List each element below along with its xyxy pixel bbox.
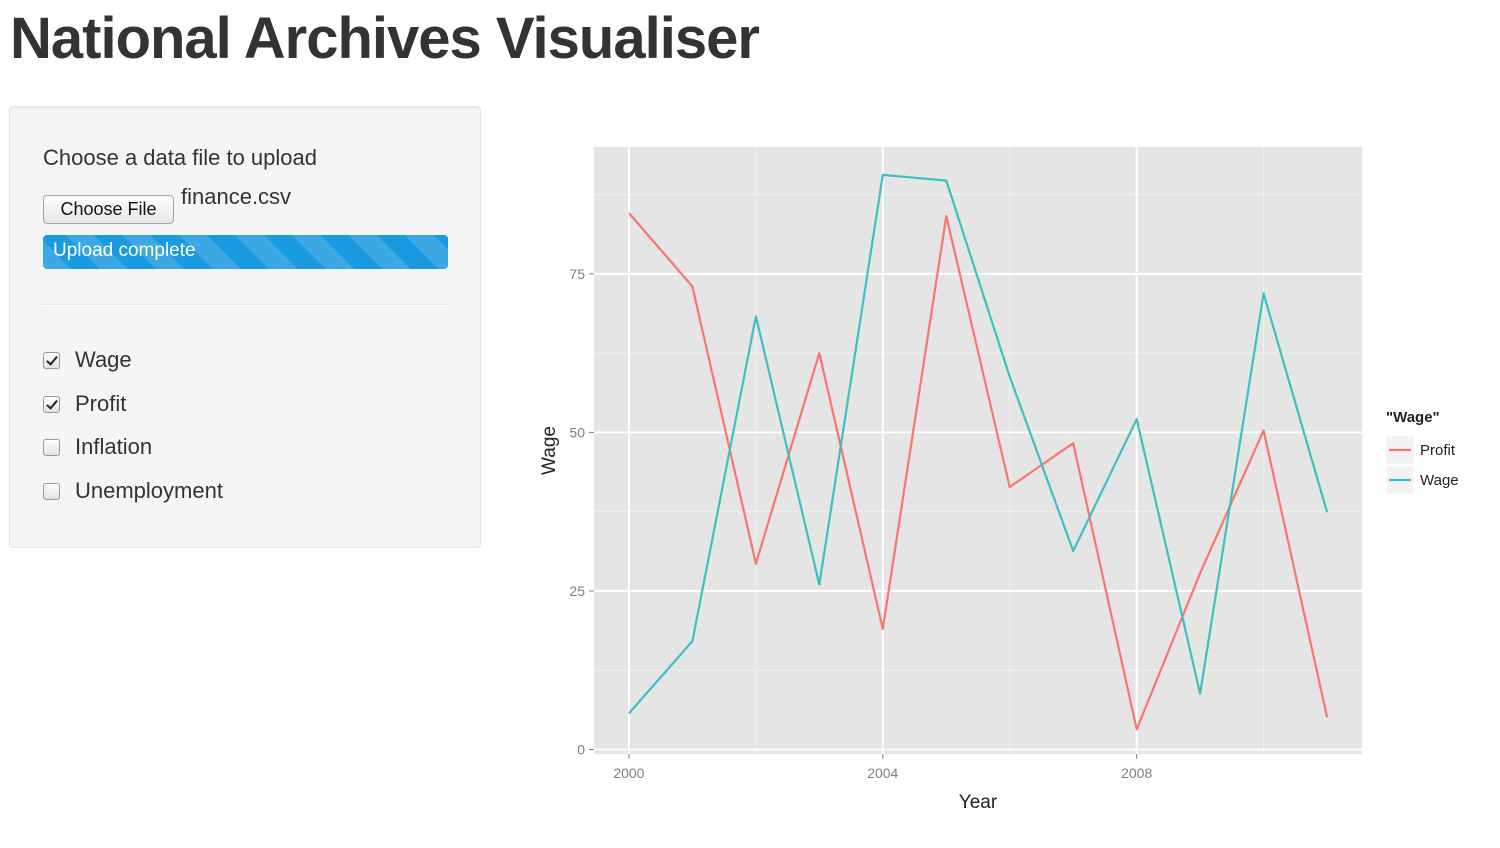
series-line-wage — [628, 173, 1329, 715]
selected-file-name: finance.csv — [181, 184, 292, 209]
checkbox-unemployment-box[interactable] — [43, 482, 60, 500]
upload-label: Choose a data file to upload — [43, 145, 317, 170]
y-tick-label: 50 — [569, 424, 585, 440]
x-tick-label: 2000 — [613, 765, 644, 781]
y-tick-label: 25 — [569, 583, 585, 599]
checkbox-wage-box[interactable] — [43, 351, 60, 369]
x-tick-label: 2008 — [1121, 765, 1152, 781]
upload-progress-text: Upload complete — [53, 240, 196, 261]
choose-file-button[interactable]: Choose File — [43, 195, 174, 224]
series-line-profit — [628, 212, 1329, 731]
checkbox-unemployment[interactable]: Unemployment — [43, 476, 223, 506]
y-axis-title: Wage — [539, 426, 560, 475]
sidebar-panel: Choose a data file to upload Choose File… — [9, 106, 481, 548]
checkbox-inflation-box[interactable] — [43, 438, 60, 456]
x-tick-label: 2004 — [867, 765, 898, 781]
checkbox-profit-label: Profit — [75, 391, 127, 416]
y-tick-label: 0 — [577, 742, 585, 758]
legend-label-profit: Profit — [1420, 442, 1456, 459]
checkbox-profit[interactable]: Profit — [43, 389, 126, 419]
page-title: National Archives Visualiser — [10, 6, 760, 71]
divider — [43, 304, 448, 306]
checkbox-profit-box[interactable] — [43, 395, 60, 413]
checkbox-wage[interactable]: Wage — [43, 345, 132, 375]
legend-title: "Wage" — [1386, 409, 1440, 426]
upload-progress-bar: Upload complete — [43, 235, 448, 269]
plot-panel — [594, 147, 1362, 754]
y-tick-label: 75 — [569, 266, 585, 282]
checkbox-unemployment-label: Unemployment — [75, 478, 223, 503]
x-axis-title: Year — [959, 792, 998, 813]
legend-label-wage: Wage — [1420, 472, 1459, 489]
checkbox-wage-label: Wage — [75, 347, 132, 372]
checkbox-inflation-label: Inflation — [75, 434, 153, 459]
line-chart: 2000 2004 2008 0 25 50 75 Year Wage "Wage" Profit W… — [539, 147, 1459, 813]
checkbox-inflation[interactable]: Inflation — [43, 432, 152, 462]
